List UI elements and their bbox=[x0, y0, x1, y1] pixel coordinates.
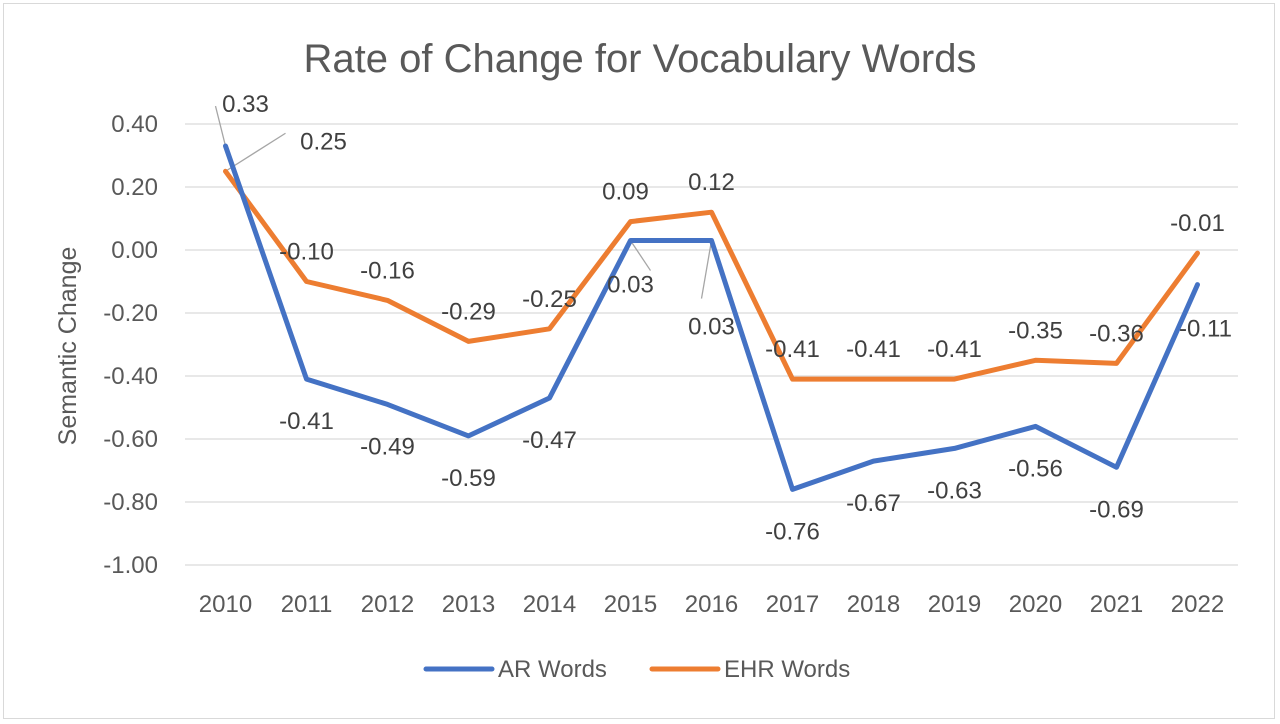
gridlines bbox=[185, 123, 1238, 566]
x-tick-label: 2012 bbox=[361, 591, 414, 618]
data-label: -0.67 bbox=[846, 490, 901, 517]
data-label: -0.41 bbox=[279, 408, 334, 435]
data-label: 0.12 bbox=[688, 169, 735, 196]
data-label: -0.11 bbox=[1179, 316, 1232, 343]
data-labels: 0.33 -0.41 -0.49 -0.59 -0.47 0.03 0.03 -0.76 -0.… bbox=[222, 91, 1232, 545]
legend-label: EHR Words bbox=[724, 656, 850, 683]
data-label: -0.10 bbox=[279, 239, 334, 266]
y-tick-label: 0.00 bbox=[111, 237, 158, 264]
data-label: -0.76 bbox=[765, 518, 820, 545]
data-label: 0.25 bbox=[300, 128, 347, 155]
x-tick-label: 2021 bbox=[1090, 591, 1143, 618]
y-tick-label: -0.40 bbox=[103, 363, 158, 390]
y-tick-label: -0.80 bbox=[103, 489, 158, 516]
data-label: 0.03 bbox=[607, 272, 654, 299]
y-tick-label: -1.00 bbox=[103, 552, 158, 579]
data-label: -0.01 bbox=[1170, 210, 1225, 237]
leader-line bbox=[700, 240, 713, 299]
y-axis-label: Semantic Change bbox=[54, 247, 82, 446]
x-tick-label: 2011 bbox=[281, 591, 333, 618]
x-tick-label: 2018 bbox=[847, 591, 900, 618]
x-tick-label: 2014 bbox=[523, 591, 576, 618]
leader-line bbox=[629, 240, 652, 271]
legend-label: AR Words bbox=[498, 656, 607, 683]
data-label: -0.56 bbox=[1008, 455, 1063, 482]
data-label: -0.35 bbox=[1008, 317, 1063, 344]
y-tick-label: 0.40 bbox=[111, 111, 158, 138]
data-label: 0.03 bbox=[688, 314, 735, 341]
x-tick-label: 2015 bbox=[604, 591, 657, 618]
leader-line bbox=[225, 132, 286, 172]
x-tick-label: 2013 bbox=[442, 591, 495, 618]
data-label: -0.49 bbox=[360, 433, 415, 460]
x-tick-label: 2016 bbox=[685, 591, 738, 618]
data-label: -0.41 bbox=[927, 336, 982, 363]
data-label: -0.69 bbox=[1089, 496, 1144, 523]
chart-title: Rate of Change for Vocabulary Words bbox=[304, 37, 977, 81]
series-lines bbox=[223, 143, 1200, 492]
x-tick-label: 2022 bbox=[1171, 591, 1224, 618]
x-tick-label: 2017 bbox=[766, 591, 819, 618]
x-tick-label: 2019 bbox=[928, 591, 981, 618]
data-label: 0.09 bbox=[602, 179, 649, 206]
data-label: -0.41 bbox=[846, 336, 901, 363]
data-label: -0.29 bbox=[441, 298, 496, 325]
label-leader-lines bbox=[214, 105, 713, 299]
data-label: -0.36 bbox=[1089, 320, 1144, 347]
data-label: 0.33 bbox=[222, 91, 269, 118]
leader-line bbox=[214, 105, 227, 147]
x-tick-label: 2010 bbox=[199, 591, 252, 618]
legend: AR Words EHR Words bbox=[423, 656, 850, 683]
x-tick-label: 2020 bbox=[1009, 591, 1062, 618]
series-line bbox=[223, 143, 1200, 492]
data-label: -0.59 bbox=[441, 465, 496, 492]
y-tick-label: -0.20 bbox=[103, 300, 158, 327]
data-label: -0.41 bbox=[765, 336, 820, 363]
y-tick-labels: 0.40 0.20 0.00 -0.20 -0.40 -0.60 -0.80 -1.00 bbox=[103, 111, 158, 579]
data-label: -0.47 bbox=[522, 427, 577, 454]
data-label: -0.63 bbox=[927, 477, 982, 504]
x-tick-labels: 2010 2011 2012 2013 2014 2015 2016 2017 2018 2019… bbox=[199, 591, 1224, 618]
data-label: -0.25 bbox=[522, 286, 577, 313]
y-tick-label: -0.60 bbox=[103, 426, 158, 453]
y-tick-label: 0.20 bbox=[111, 174, 158, 201]
series-line bbox=[223, 168, 1200, 382]
chart-frame bbox=[3, 3, 1275, 719]
data-label: -0.16 bbox=[360, 257, 415, 284]
